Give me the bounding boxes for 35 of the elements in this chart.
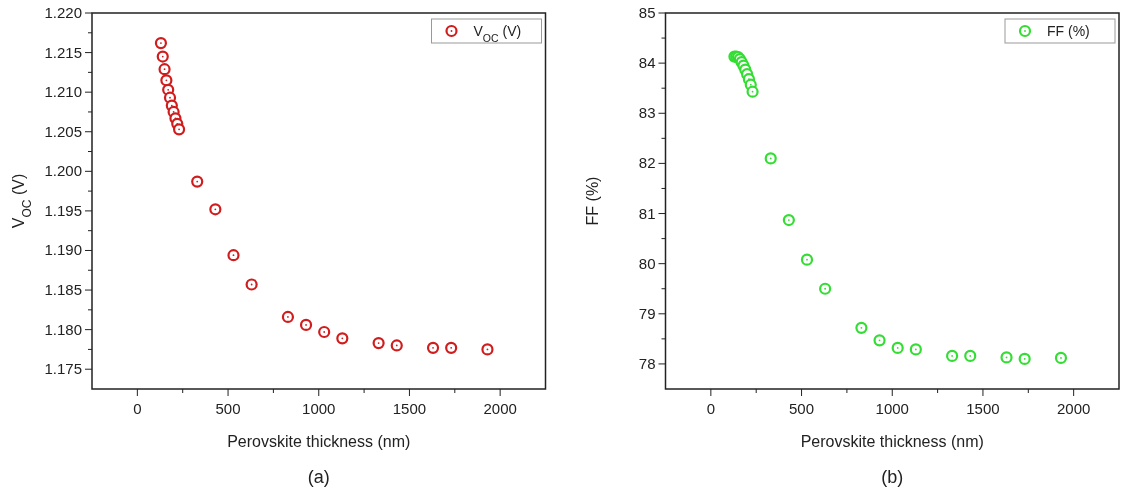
x-tick-label: 0 <box>133 400 142 417</box>
legend-label: FF (%) <box>1047 23 1090 39</box>
x-tick-label: 2000 <box>483 400 517 417</box>
y-tick-label: 1.180 <box>44 320 82 338</box>
text: (b) <box>881 467 904 487</box>
y-tick-label: 78 <box>638 354 656 372</box>
y-tick-label: 82 <box>638 154 656 172</box>
text: (a) <box>307 467 330 487</box>
y-tick-label: 1.185 <box>44 281 82 299</box>
x-tick-label: 1500 <box>392 400 427 417</box>
x-axis-title: Perovskite thickness (nm) <box>227 433 411 450</box>
y-tick-label: 1.190 <box>44 241 82 259</box>
y-tick-label: 83 <box>638 104 656 122</box>
y-tick-label: 81 <box>638 204 656 222</box>
legend-label: V$_{OC}$ (V) <box>473 23 522 44</box>
x-tick-label: 1000 <box>302 400 336 417</box>
x-tick-label: 2000 <box>1056 400 1091 417</box>
x-tick-label: 500 <box>215 400 241 417</box>
y-tick-label: 1.215 <box>44 43 82 61</box>
x-tick-label: 0 <box>706 400 716 417</box>
y-tick-label: 1.210 <box>44 83 82 101</box>
y-tick-label: 1.205 <box>44 122 82 140</box>
x-tick-label: 1000 <box>875 400 909 417</box>
y-tick-label: 1.175 <box>44 360 82 378</box>
x-tick-label: 1500 <box>966 400 1000 417</box>
y-tick-label: 85 <box>638 4 656 21</box>
y-tick-label: 80 <box>638 254 656 272</box>
y-tick-label: 1.220 <box>44 4 82 21</box>
y-tick-label: 84 <box>638 54 656 72</box>
y-axis-title: FF (%) <box>583 176 601 226</box>
x-tick-label: 500 <box>789 400 815 417</box>
y-tick-label: 79 <box>638 304 656 322</box>
y-tick-label: 1.200 <box>44 162 82 180</box>
y-tick-label: 1.195 <box>44 201 82 219</box>
x-axis-title: Perovskite thickness (nm) <box>800 433 984 450</box>
